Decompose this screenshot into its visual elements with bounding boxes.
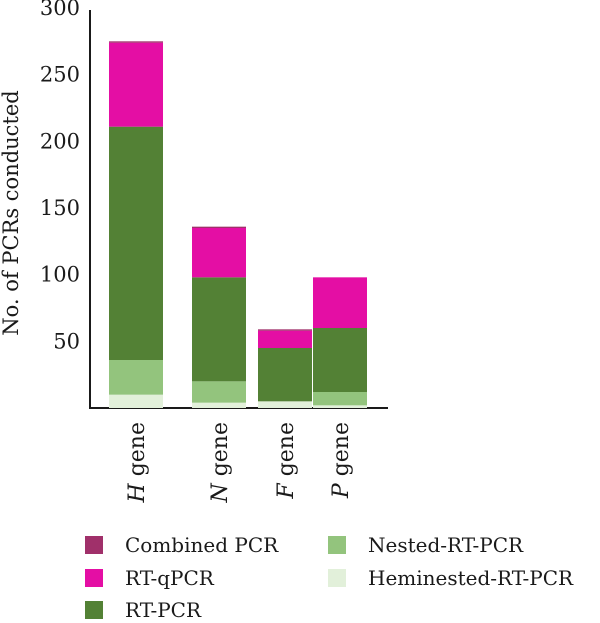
bar-segment-rt-pcr bbox=[192, 277, 246, 382]
x-tick-label-rest: gene bbox=[208, 422, 233, 483]
x-tick-label-italic: F bbox=[274, 483, 299, 500]
x-tick-label: F gene bbox=[274, 422, 299, 500]
bars bbox=[109, 41, 367, 408]
legend-label: Nested-RT-PCR bbox=[368, 533, 524, 557]
legend-swatch bbox=[85, 569, 103, 587]
bar-segment-combined-pcr bbox=[109, 41, 163, 43]
bar-segment-rt-qpcr bbox=[258, 330, 312, 348]
legend-swatch bbox=[85, 536, 103, 554]
x-tick-label-rest: gene bbox=[274, 422, 299, 483]
legend: Combined PCR Nested-RT-PCR RT-qPCR Heminest… bbox=[85, 533, 574, 622]
y-tick-label: 200 bbox=[40, 129, 80, 153]
bar-segment-heminested-rt-pcr bbox=[192, 402, 246, 408]
bar-segment-rt-pcr bbox=[313, 328, 367, 392]
bar-segment-nested-rt-pcr bbox=[313, 392, 367, 406]
x-tick-label-italic: P bbox=[329, 482, 354, 499]
legend-swatch bbox=[85, 601, 103, 619]
bar-segment-nested-rt-pcr bbox=[192, 381, 246, 403]
legend-label: Heminested-RT-PCR bbox=[368, 566, 574, 590]
bar-segment-rt-qpcr bbox=[313, 277, 367, 328]
bar-segment-combined-pcr bbox=[258, 329, 312, 331]
bar-segment-heminested-rt-pcr bbox=[109, 394, 163, 408]
bar-segment-heminested-rt-pcr bbox=[258, 401, 312, 408]
legend-swatch bbox=[328, 569, 346, 587]
bar-segment-nested-rt-pcr bbox=[109, 360, 163, 395]
y-tick-label: 50 bbox=[53, 329, 80, 353]
bar-segment-heminested-rt-pcr bbox=[313, 405, 367, 408]
y-tick-labels: 50 100 150 200 250 300 bbox=[40, 0, 80, 353]
legend-label: Combined PCR bbox=[125, 533, 279, 557]
bar-segment-combined-pcr bbox=[192, 226, 246, 228]
bar-segment-rt-pcr bbox=[258, 348, 312, 402]
bar-segment-rt-qpcr bbox=[192, 228, 246, 278]
x-tick-label: H gene bbox=[125, 422, 150, 503]
legend-swatch bbox=[328, 536, 346, 554]
y-axis-label: No. of PCRs conducted bbox=[0, 90, 23, 336]
x-tick-label-italic: H bbox=[125, 482, 150, 503]
x-tick-label: N gene bbox=[208, 422, 233, 504]
y-tick-label: 150 bbox=[40, 196, 80, 220]
y-tick-label: 300 bbox=[40, 0, 80, 20]
y-tick-label: 100 bbox=[40, 263, 80, 287]
x-tick-label-rest: gene bbox=[125, 422, 150, 483]
bar-segment-rt-pcr bbox=[109, 126, 163, 361]
y-tick-label: 250 bbox=[40, 63, 80, 87]
x-tick-label: P gene bbox=[329, 422, 354, 499]
x-tick-label-italic: N bbox=[208, 483, 233, 504]
x-tick-label-rest: gene bbox=[329, 422, 354, 483]
legend-label: RT-qPCR bbox=[125, 566, 215, 590]
legend-label: RT-PCR bbox=[125, 598, 202, 622]
bar-segment-rt-qpcr bbox=[109, 42, 163, 127]
